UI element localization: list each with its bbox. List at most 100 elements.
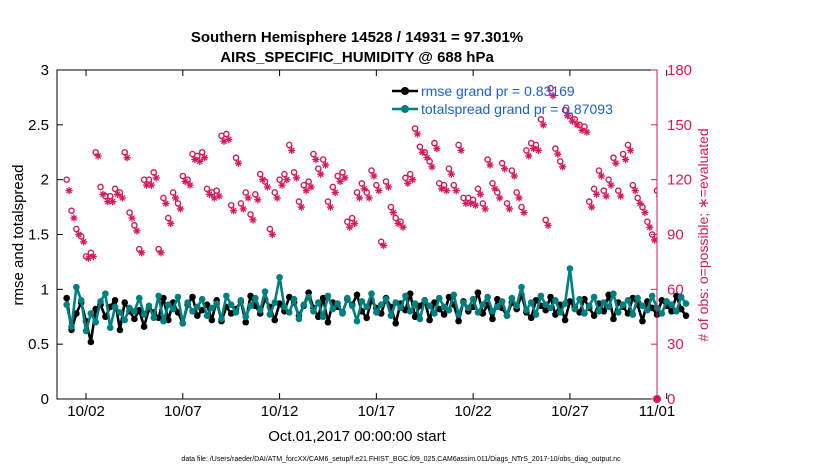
obs-evaluated-point <box>138 249 146 257</box>
rmse-point <box>131 315 138 323</box>
obs-possible-point <box>348 214 356 222</box>
totalspread-point <box>518 283 525 291</box>
obs-possible-point <box>252 190 259 198</box>
obs-possible-point <box>174 200 182 207</box>
obs-possible-point <box>542 216 550 224</box>
obs-evaluated-point <box>549 91 557 100</box>
totalspread-point <box>106 324 114 332</box>
y-tick-label-left: 0.5 <box>28 336 49 353</box>
obs-evaluated-point <box>123 154 131 162</box>
totalspread-point <box>373 309 380 316</box>
obs-evaluated-point <box>181 177 189 186</box>
obs-possible-point <box>334 172 341 180</box>
totalspread-point <box>111 303 119 311</box>
totalspread-point <box>663 298 670 305</box>
x-tick-label: 10/12 <box>261 403 299 420</box>
rmse-point <box>314 313 322 321</box>
totalspread-point <box>281 303 288 311</box>
obs-evaluated-point <box>297 203 305 211</box>
totalspread-point <box>489 307 496 315</box>
obs-possible-point <box>339 169 346 176</box>
obs-evaluated-point <box>171 194 180 202</box>
obs-possible-point <box>227 201 235 209</box>
totalspread-point <box>542 301 550 308</box>
obs-possible-point <box>373 181 380 189</box>
totalspread-point <box>97 298 104 305</box>
totalspread-point <box>155 292 162 300</box>
y-tick-label-right: 60 <box>667 281 684 298</box>
obs-evaluated-point <box>661 163 668 170</box>
obs-possible-point <box>223 130 230 138</box>
y-axis-label-left: rmse and totalspread <box>10 165 27 306</box>
obs-possible-point <box>295 198 303 205</box>
totalspread-point <box>208 304 216 312</box>
obs-possible-point <box>474 185 482 193</box>
obs-possible-point <box>489 180 496 187</box>
totalspread-point <box>116 309 124 316</box>
totalspread-point <box>271 299 279 306</box>
rmse-point <box>87 338 95 346</box>
rmse-point <box>600 307 608 315</box>
obs-evaluated-point <box>399 223 407 231</box>
obs-evaluated-point <box>263 183 272 191</box>
rmse-point <box>474 289 482 296</box>
obs-evaluated-point <box>452 187 460 195</box>
obs-possible-point <box>659 159 664 164</box>
obs-evaluated-point <box>539 121 547 129</box>
rmse-point <box>682 312 690 319</box>
rmse-point <box>324 318 332 326</box>
obs-evaluated-point <box>244 194 252 202</box>
obs-possible-point <box>382 178 390 185</box>
obs-evaluated-point <box>75 230 83 239</box>
axes: 10/02 10/07 10/12 10/17 10/22 10/27 11/0100.51… <box>28 62 692 420</box>
totalspread-point <box>92 318 100 326</box>
rmse-point <box>111 297 119 304</box>
obs-possible-point <box>319 156 327 163</box>
obs-evaluated-point <box>94 152 102 160</box>
obs-possible-point <box>271 189 279 196</box>
rmse-point <box>426 316 433 324</box>
obs-possible-point <box>513 189 520 196</box>
y-tick-label-right: 30 <box>667 336 684 353</box>
obs-possible-point <box>242 189 250 196</box>
obs-possible-point <box>411 125 419 132</box>
totalspread-point <box>324 292 332 300</box>
obs-evaluated-point <box>404 179 412 187</box>
obs-possible-point <box>634 194 641 202</box>
totalspread-point <box>102 290 109 298</box>
obs-evaluated-point <box>491 185 499 193</box>
obs-possible-point <box>111 185 119 193</box>
obs-evaluated-point <box>375 187 383 195</box>
totalspread-point <box>382 295 390 303</box>
totalspread-point <box>411 300 419 307</box>
obs-possible-point <box>281 170 288 178</box>
totalspread-point <box>561 300 569 307</box>
obs-evaluated-point <box>99 190 107 198</box>
obs-possible-point <box>532 141 540 149</box>
obs-evaluated-point <box>481 205 489 213</box>
obs-possible-point <box>121 148 129 156</box>
obs-evaluated-point <box>278 181 286 189</box>
obs-evaluated-point <box>109 198 117 206</box>
rmse-spread-lines <box>63 265 690 346</box>
rmse-point <box>610 315 617 323</box>
obs-evaluated-point <box>500 165 509 173</box>
rmse-point <box>392 320 400 327</box>
obs-evaluated-point <box>230 207 238 215</box>
obs-evaluated-point <box>384 183 393 191</box>
obs-evaluated-point <box>525 152 533 160</box>
obs-evaluated-point <box>176 205 184 213</box>
totalspread-point <box>348 302 356 310</box>
totalspread-point <box>450 291 458 299</box>
totalspread-point <box>619 301 627 308</box>
totalspread-point <box>494 303 501 311</box>
obs-evaluated-point <box>360 185 368 193</box>
obs-evaluated-point <box>186 181 194 189</box>
totalspread-point <box>194 303 201 311</box>
obs-possible-point <box>363 189 370 196</box>
obs-evaluated-point <box>331 188 339 197</box>
obs-evaluated-point <box>515 194 523 202</box>
totalspread-point <box>387 312 395 319</box>
obs-evaluated-point <box>118 194 126 202</box>
totalspread-point <box>416 315 424 323</box>
